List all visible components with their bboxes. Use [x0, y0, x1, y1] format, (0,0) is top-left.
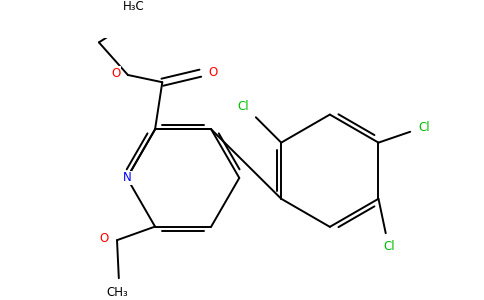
Text: O: O [111, 67, 121, 80]
Text: CH₃: CH₃ [106, 286, 128, 299]
Text: O: O [209, 66, 218, 79]
Text: N: N [122, 172, 131, 184]
Text: Cl: Cl [237, 100, 249, 113]
Text: O: O [100, 232, 109, 245]
Text: Cl: Cl [383, 240, 395, 253]
Text: H₃C: H₃C [123, 0, 145, 13]
Text: Cl: Cl [419, 121, 430, 134]
